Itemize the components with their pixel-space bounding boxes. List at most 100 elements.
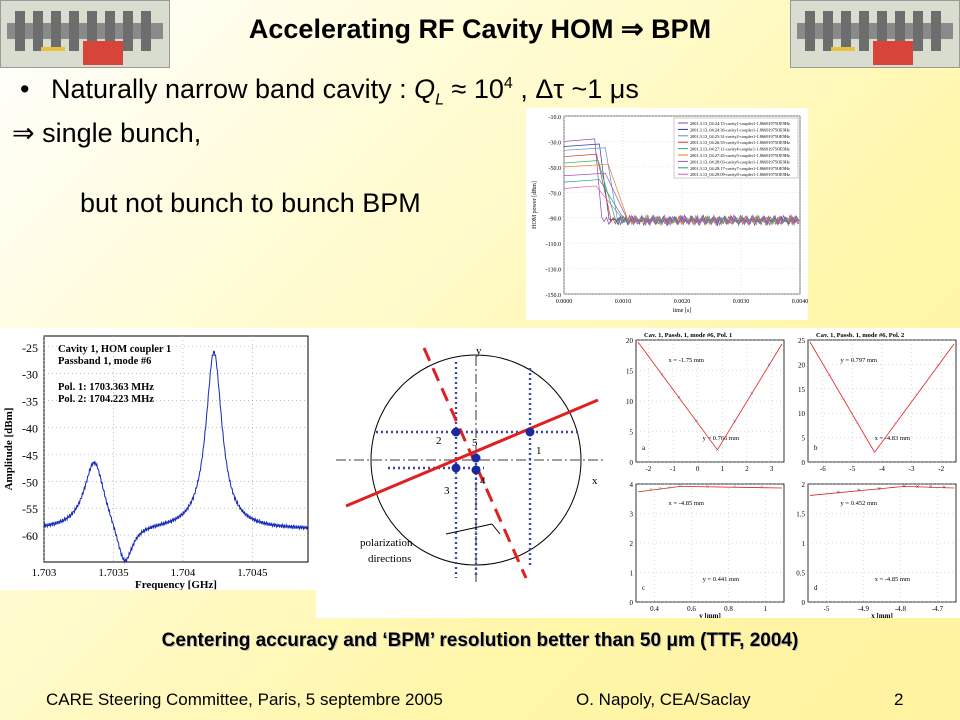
measurement-points (451, 427, 535, 475)
fit-letter: c (642, 584, 645, 592)
point-label-5: 5 (472, 437, 478, 449)
fit-data-point: × (902, 482, 906, 490)
fit-y-tick: 25 (798, 337, 806, 345)
fit-y-tick: 2 (630, 540, 634, 548)
fit-x-tick: -6 (820, 465, 826, 473)
fit-y-tick: 2 (802, 481, 806, 489)
time-legend-entry: 2001.3.13_04:28:17-cavity7-coupler1-1.86… (690, 166, 790, 171)
time-legend-entry: 2001.3.13_04:25:31-cavity2-coupler1-1.86… (690, 134, 790, 139)
fit-y-tick: 15 (798, 386, 806, 394)
fit-line-right (680, 485, 783, 489)
resonance-spectrum-svg: -25 -30 -35 -40 -45 -50 -55 -60 1.703 1.7035 1.704… (3, 335, 309, 591)
fit-y-tick: 5 (630, 429, 634, 437)
fit-y-tick: 4 (630, 481, 634, 489)
cavity-photo-left (0, 0, 170, 68)
fit-data-point: × (733, 418, 737, 426)
polarization-caption-2: directions (368, 553, 411, 565)
fit-line-right (904, 485, 955, 489)
fit-y-tick: 0 (802, 459, 806, 467)
time-legend-entry: 2001.3.13_04:26:55-cavity3-coupler1-1.86… (690, 140, 790, 145)
fit-y-tick: 0 (630, 599, 634, 607)
fit-label-1: x = -1.75 mm (669, 357, 704, 364)
time-y-tick: -50.0 (549, 166, 562, 172)
time-y-tick: -130.0 (546, 268, 562, 274)
slide-caption: Centering accuracy and ‘BPM’ resolution … (161, 630, 799, 651)
fit-label-2: x = -4.83 mm (875, 435, 910, 442)
not-bunch-to-bunch-line: but not bunch to bunch BPM (80, 188, 421, 218)
fit-data-point: × (677, 394, 681, 402)
fit-data-point: × (715, 446, 719, 454)
fit-x-tick: 3 (770, 465, 774, 473)
res-annotation-1: Cavity 1, HOM coupler 1 (58, 344, 171, 355)
fit-x-tick: -5 (824, 605, 830, 613)
res-x-tick: 1.704 (171, 567, 196, 579)
fit-x-tick: 2 (745, 465, 749, 473)
fit-plot-frame (635, 339, 785, 463)
res-x-tick: 1.703 (32, 567, 57, 579)
time-x-tick: 0.0030 (733, 299, 750, 305)
time-x-label: time [s] (673, 308, 692, 314)
time-y-tick: -30.0 (549, 140, 562, 146)
time-y-tick: -90.0 (549, 217, 562, 223)
time-series-line (563, 185, 800, 227)
fit-plot-title: Cav. 1, Passb. 1, mode #6, Pol. 2 (816, 332, 904, 339)
res-annotation-2: Passband 1, mode #6 (58, 356, 151, 367)
fit-x-tick: 0.4 (650, 605, 659, 613)
fit-y-tick: 0 (630, 459, 634, 467)
point-5 (471, 453, 481, 463)
fit-data-point: × (649, 486, 653, 494)
bullet-text: Naturally narrow band cavity : (50, 74, 415, 104)
polarization-diagram: x y 1 2 3 4 5 polarization directions (316, 328, 622, 618)
res-y-tick: -55 (22, 502, 38, 516)
fit-line-left (637, 341, 718, 451)
fit-x-tick: 0.6 (687, 605, 696, 613)
res-x-tick: 1.7045 (237, 567, 268, 579)
time-legend-entry: 2001.3.13_04:29:09-cavity8-coupler1-1.86… (690, 172, 790, 177)
cavity-photo-left-graphic (1, 1, 169, 67)
fit-x-tick: -3 (909, 465, 915, 473)
bullet-symbol: • (20, 74, 30, 104)
res-x-tick: 1.7035 (98, 567, 129, 579)
time-y-label: HOM power [dBm] (532, 181, 538, 229)
fit-data-point: × (873, 448, 877, 456)
fit-x-label: y [mm] (699, 612, 721, 618)
res-y-tick: -25 (22, 341, 38, 355)
resonance-spectrum-plot: -25 -30 -35 -40 -45 -50 -55 -60 1.703 1.7035 1.704… (0, 328, 316, 591)
fit-data-point: × (733, 483, 737, 491)
fit-data-point: × (857, 487, 861, 495)
cavity-photo-right (790, 0, 960, 68)
fit-data-point: × (894, 419, 898, 427)
point-label-1: 1 (536, 445, 542, 457)
single-bunch-line: ⇒ single bunch, (12, 118, 202, 148)
fit-data-point: × (760, 484, 764, 492)
fit-x-label: x [mm] (871, 612, 893, 618)
fit-line-right (874, 343, 955, 453)
fit-label-2: y = 0.441 mm (703, 576, 740, 583)
fit-y-tick: 1 (630, 570, 634, 578)
fit-data-point: × (767, 361, 771, 369)
time-legend-entry: 2001.3.13_04:24:15-cavity1-coupler1-1.86… (690, 121, 790, 126)
fit-letter: b (814, 444, 818, 452)
fit-label-1: x = -4.85 mm (669, 500, 704, 507)
measurement-guides (376, 362, 578, 578)
axis-x-label: x (592, 475, 598, 487)
fit-plots-panel: 20 15 10 5 0 -2 -1 0 1 2 3 Cav. 1, Passb. 1, mode #… (622, 328, 960, 620)
fit-y-tick: 3 (630, 511, 634, 519)
time-series-line (563, 179, 798, 227)
page-number: 2 (894, 690, 904, 709)
fit-data-point: × (706, 483, 710, 491)
fit-data-point: × (750, 389, 754, 397)
polarization-caption-1: polarization (360, 537, 413, 549)
fit-data-point: × (915, 391, 919, 399)
res-trace (43, 350, 309, 564)
fit-y-tick: 15 (626, 368, 634, 376)
fit-y-tick: 1 (802, 540, 806, 548)
fit-plot-frame (635, 483, 785, 603)
res-annotation-4: Pol. 2: 1704.223 MHz (58, 394, 154, 405)
hom-power-time-svg: -10.0 -30.0 -50.0 -70.0 -90.0 -110.0 -130.0 -15… (532, 115, 808, 314)
point-label-4: 4 (480, 475, 486, 487)
time-x-tick: 0.0000 (556, 299, 573, 305)
fit-y-tick: 5 (802, 435, 806, 443)
fit-x-tick: 1 (764, 605, 768, 613)
